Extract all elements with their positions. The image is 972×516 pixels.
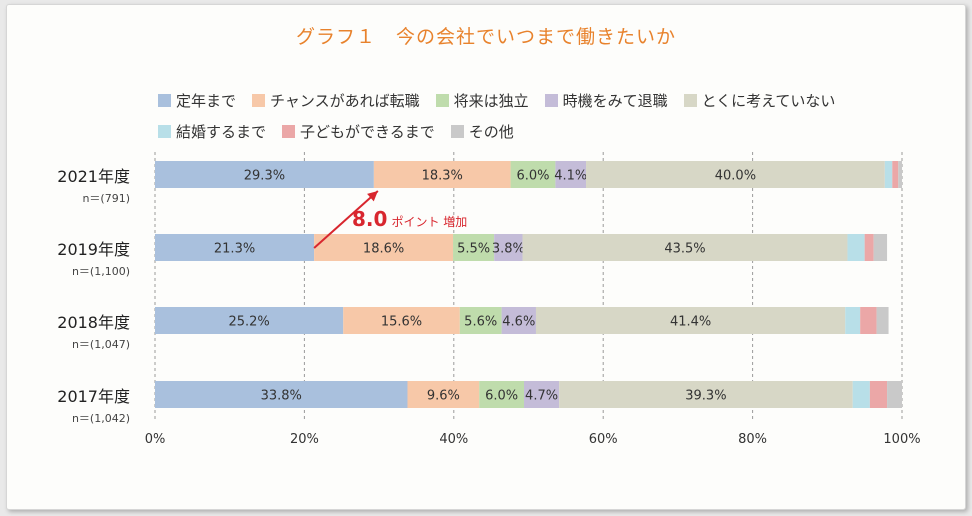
bar-segment: [847, 234, 865, 261]
category-label: 2017年度: [57, 387, 130, 406]
legend-item: とくに考えていない: [683, 90, 836, 111]
bar-segment: [501, 307, 536, 334]
legend-item: 時機をみて退職: [544, 90, 668, 111]
legend-swatch: [252, 94, 266, 107]
bar-segment: [155, 161, 374, 188]
legend-label: その他: [468, 123, 514, 141]
legend-label: チャンスがあれば転職: [270, 92, 420, 110]
bar-segment: [898, 161, 902, 188]
legend-label: とくに考えていない: [701, 92, 836, 110]
data-label: 29.3%: [244, 169, 285, 184]
x-tick-label: 0%: [145, 432, 166, 447]
bar-segment: [453, 234, 495, 261]
legend-swatch: [435, 94, 449, 107]
legend-swatch: [544, 94, 558, 107]
data-label: 18.3%: [422, 169, 463, 184]
legend-swatch: [683, 94, 697, 107]
annotation-arrowhead: [367, 191, 378, 202]
legend-label: 時機をみて退職: [562, 92, 668, 110]
data-label: 9.6%: [427, 389, 460, 404]
data-label: 41.4%: [670, 315, 711, 330]
bar-segment: [852, 381, 870, 408]
sample-size-label: n＝(791): [82, 192, 130, 205]
data-label: 39.3%: [685, 389, 726, 404]
legend-item: 定年まで: [158, 90, 236, 111]
legend-swatch: [450, 125, 464, 138]
legend-item: 子どもができるまで: [282, 121, 435, 142]
legend-item: 結婚するまで: [158, 121, 266, 142]
data-label: 15.6%: [381, 315, 422, 330]
bar-segment: [869, 381, 888, 408]
data-label: 5.5%: [457, 242, 490, 257]
bar-segment: [876, 307, 889, 334]
data-label: 4.6%: [502, 315, 535, 330]
category-label: 2018年度: [57, 313, 130, 332]
data-label: 43.5%: [664, 242, 705, 257]
legend-label: 定年まで: [176, 92, 237, 110]
legend-item: チャンスがあれば転職: [252, 90, 420, 111]
bar-segment: [459, 307, 502, 334]
bar-segment: [892, 161, 899, 188]
annotation-text: 8.0 ポイント 増加: [352, 207, 467, 231]
bar-segment: [155, 307, 344, 334]
bar-segment: [494, 234, 523, 261]
bar-segment: [155, 381, 408, 408]
sample-size-label: n＝(1,047): [71, 338, 130, 351]
data-label: 6.0%: [485, 389, 518, 404]
x-tick-label: 80%: [738, 432, 767, 447]
data-label: 21.3%: [214, 242, 255, 257]
bar-segment: [555, 161, 587, 188]
bar-segment: [522, 234, 848, 261]
data-label: 3.8%: [492, 242, 525, 257]
bar-segment: [407, 381, 480, 408]
annotation-value: 8.0: [352, 207, 387, 231]
chart-title: グラフ１ 今の会社でいつまで働きたいか: [295, 26, 676, 48]
sample-size-label: n＝(1,042): [71, 412, 130, 425]
legend-item: その他: [450, 121, 514, 142]
bar-segment: [887, 381, 902, 408]
x-tick-label: 100%: [883, 432, 920, 447]
data-label: 4.1%: [554, 169, 587, 184]
legend-label: 将来は独立: [453, 92, 529, 110]
bar-segment: [155, 234, 315, 261]
annotation-suffix: ポイント 増加: [391, 215, 467, 229]
legend-swatch: [158, 125, 171, 138]
bar-segment: [559, 381, 853, 408]
legend-label: 子どもができるまで: [300, 123, 435, 141]
bar-segment: [535, 307, 846, 334]
bar-segment: [873, 234, 888, 261]
sample-size-label: n＝(1,100): [71, 265, 130, 278]
data-label: 25.2%: [228, 315, 269, 330]
legend-label: 結婚するまで: [176, 123, 267, 141]
x-tick-label: 60%: [589, 432, 618, 447]
legend-item: 将来は独立: [435, 90, 529, 111]
bar-segment: [343, 307, 460, 334]
bar-segment: [845, 307, 861, 334]
x-tick-label: 20%: [290, 432, 319, 447]
bar-segment: [884, 161, 893, 188]
data-label: 33.8%: [261, 389, 302, 404]
x-tick-label: 40%: [439, 432, 468, 447]
data-label: 18.6%: [363, 242, 404, 257]
bar-segment: [314, 234, 454, 261]
data-label: 5.6%: [464, 315, 497, 330]
bar-segment: [373, 161, 511, 188]
bar-segment: [510, 161, 556, 188]
bar-segment: [586, 161, 885, 188]
bar-segment: [864, 234, 874, 261]
category-label: 2021年度: [57, 167, 130, 186]
legend-swatch: [158, 94, 171, 107]
legend-row-1: 定年まで チャンスがあれば転職 将来は独立 時機をみて退職 とくに考えていない: [158, 90, 851, 110]
data-label: 6.0%: [516, 169, 549, 184]
bar-segment: [860, 307, 877, 334]
annotation-arrow: [313, 190, 379, 249]
legend-row-2: 結婚するまで 子どもができるまで その他: [158, 121, 530, 141]
data-label: 40.0%: [715, 169, 756, 184]
data-label: 4.7%: [525, 389, 558, 404]
bar-segment: [524, 381, 560, 408]
category-label: 2019年度: [57, 240, 130, 259]
bar-segment: [479, 381, 525, 408]
legend-swatch: [282, 125, 296, 138]
